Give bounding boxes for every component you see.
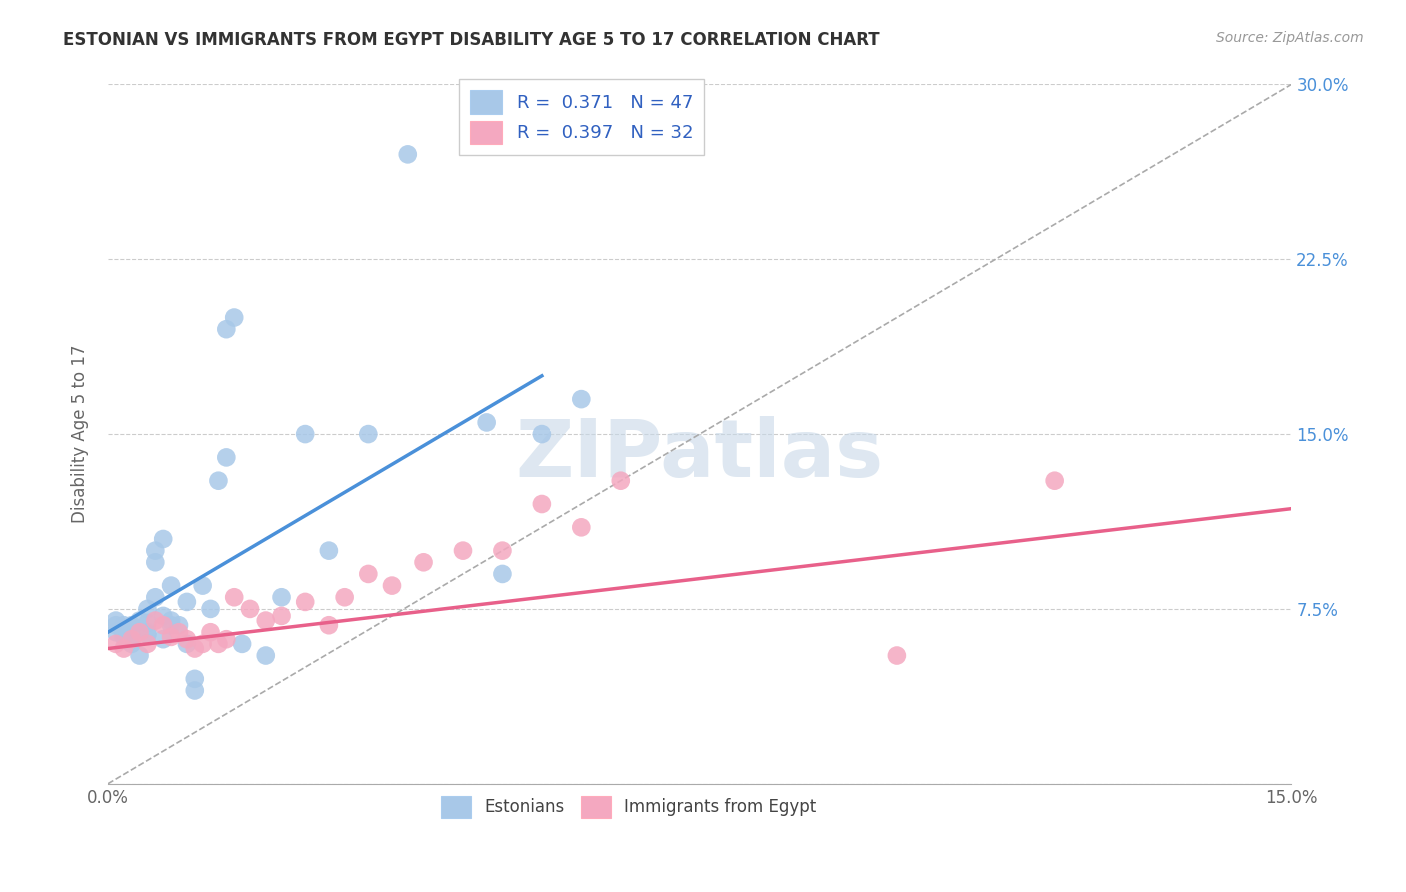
Point — [451, 543, 474, 558]
Point — [886, 648, 908, 663]
Point — [152, 632, 174, 647]
Point — [207, 474, 229, 488]
Point — [160, 579, 183, 593]
Point — [610, 474, 633, 488]
Point — [112, 641, 135, 656]
Point — [167, 625, 190, 640]
Point — [491, 566, 513, 581]
Text: Source: ZipAtlas.com: Source: ZipAtlas.com — [1216, 31, 1364, 45]
Point — [128, 614, 150, 628]
Point — [128, 648, 150, 663]
Point — [121, 621, 143, 635]
Point — [224, 591, 246, 605]
Point — [184, 683, 207, 698]
Point — [104, 618, 127, 632]
Y-axis label: Disability Age 5 to 17: Disability Age 5 to 17 — [72, 345, 89, 524]
Point — [491, 543, 513, 558]
Point — [569, 392, 592, 406]
Point — [215, 450, 238, 465]
Point — [136, 625, 159, 640]
Point — [396, 147, 419, 161]
Point — [104, 625, 127, 640]
Point — [254, 614, 277, 628]
Legend: Estonians, Immigrants from Egypt: Estonians, Immigrants from Egypt — [434, 789, 824, 824]
Point — [136, 637, 159, 651]
Point — [121, 637, 143, 651]
Point — [160, 614, 183, 628]
Point — [294, 595, 316, 609]
Point — [270, 608, 292, 623]
Point — [143, 543, 166, 558]
Point — [136, 602, 159, 616]
Point — [112, 630, 135, 644]
Point — [357, 566, 380, 581]
Point — [294, 427, 316, 442]
Point — [270, 591, 292, 605]
Point — [152, 618, 174, 632]
Point — [1043, 474, 1066, 488]
Point — [239, 602, 262, 616]
Text: ESTONIAN VS IMMIGRANTS FROM EGYPT DISABILITY AGE 5 TO 17 CORRELATION CHART: ESTONIAN VS IMMIGRANTS FROM EGYPT DISABI… — [63, 31, 880, 49]
Point — [167, 618, 190, 632]
Point — [207, 637, 229, 651]
Point — [136, 615, 159, 630]
Point — [569, 520, 592, 534]
Point — [231, 637, 253, 651]
Text: ZIPatlas: ZIPatlas — [516, 416, 884, 494]
Point — [143, 591, 166, 605]
Point — [143, 614, 166, 628]
Point — [191, 579, 214, 593]
Point — [224, 310, 246, 325]
Point — [143, 555, 166, 569]
Point — [357, 427, 380, 442]
Point — [215, 632, 238, 647]
Point — [176, 637, 198, 651]
Point — [184, 641, 207, 656]
Point — [104, 614, 127, 628]
Point — [530, 427, 553, 442]
Point — [318, 543, 340, 558]
Point — [530, 497, 553, 511]
Point — [215, 322, 238, 336]
Point — [121, 618, 143, 632]
Point — [121, 630, 143, 644]
Point — [160, 630, 183, 644]
Point — [112, 625, 135, 640]
Point — [176, 632, 198, 647]
Point — [200, 602, 222, 616]
Point — [104, 637, 127, 651]
Point — [128, 625, 150, 640]
Point — [475, 416, 498, 430]
Point — [152, 532, 174, 546]
Point — [152, 608, 174, 623]
Point — [191, 637, 214, 651]
Point — [412, 555, 434, 569]
Point — [333, 591, 356, 605]
Point — [112, 618, 135, 632]
Point — [381, 579, 404, 593]
Point — [160, 618, 183, 632]
Point — [136, 627, 159, 641]
Point — [121, 632, 143, 647]
Point — [184, 672, 207, 686]
Point — [200, 625, 222, 640]
Point — [176, 595, 198, 609]
Point — [254, 648, 277, 663]
Point — [318, 618, 340, 632]
